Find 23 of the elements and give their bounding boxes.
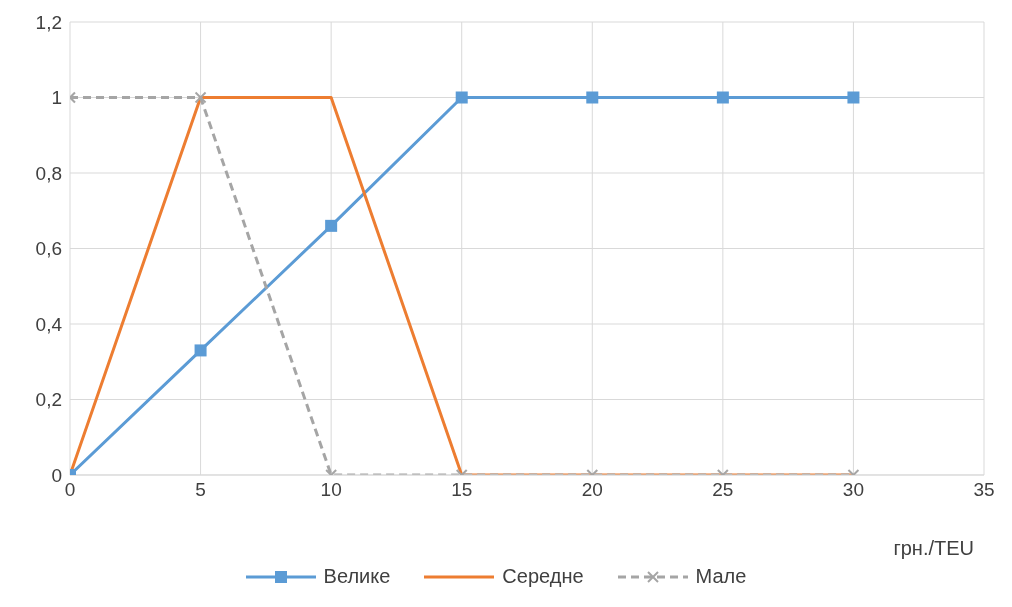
x-tick-label: 10 [320,479,342,501]
y-tick-label: 1 [51,87,62,109]
y-tick-label: 0 [51,464,62,486]
legend-label: Середне [502,565,584,588]
x-tick-label: 35 [973,479,995,501]
point [716,91,729,104]
legend-label: Велике [323,565,391,588]
y-tick-label: 0,8 [35,162,62,184]
x-tick-label: 15 [451,479,473,501]
x-tick-label: 20 [581,479,603,501]
point [847,91,860,104]
y-tick-label: 1,2 [35,11,62,33]
legend-label: Мале [695,565,747,588]
x-tick-label: 25 [712,479,734,501]
point [325,219,338,232]
x-tick-label: 5 [195,479,206,501]
y-tick-label: 0,4 [35,313,63,335]
point [455,91,468,104]
y-tick-label: 0,6 [35,238,62,260]
point [586,91,599,104]
x-tick-label: 30 [842,479,864,501]
x-axis-title: грн./TEU [893,537,974,559]
y-tick-label: 0,2 [35,389,62,411]
